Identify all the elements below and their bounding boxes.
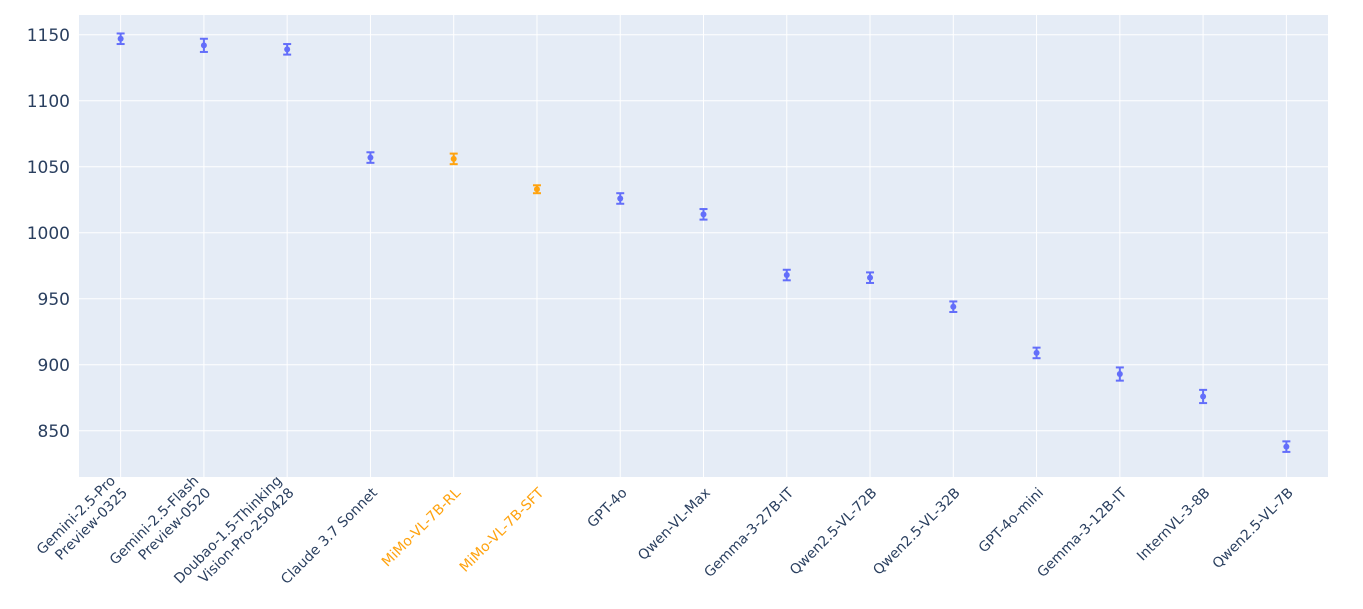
data-point-group [782, 268, 791, 282]
x-tick-label-line: InternVL-3-8B [1134, 485, 1213, 564]
x-tick-label: Gemma-3-27B-IT [701, 485, 797, 581]
data-point-group [616, 192, 625, 205]
data-point-group [699, 208, 708, 221]
data-point-group [532, 184, 541, 195]
x-axis-ticks: Gemini-2.5-ProPreview-0325Gemini-2.5-Fla… [34, 473, 1297, 588]
y-tick-label: 1100 [27, 92, 70, 112]
data-point-group [283, 43, 292, 56]
data-point [1033, 349, 1040, 356]
y-tick-label: 850 [38, 422, 70, 442]
x-tick-label-line: Qwen2.5-VL-32B [870, 485, 963, 578]
data-point [1200, 393, 1207, 400]
y-tick-label: 950 [38, 290, 70, 310]
data-point [533, 186, 540, 193]
data-point-group [116, 32, 125, 46]
data-point-group [199, 37, 208, 53]
x-tick-label: Qwen2.5-VL-32B [870, 485, 963, 578]
data-point [1283, 443, 1290, 450]
data-point [200, 42, 207, 49]
data-point-group [366, 151, 375, 164]
x-tick-label-line: GPT-4o [585, 485, 631, 531]
y-tick-label: 1050 [27, 158, 70, 178]
x-tick-label: Gemma-3-12B-IT [1034, 485, 1130, 581]
data-point-group [1115, 366, 1124, 382]
data-point-group [1199, 388, 1208, 405]
x-tick-label-line: Gemma-3-27B-IT [701, 485, 797, 581]
data-point [783, 272, 790, 279]
data-point [700, 211, 707, 218]
x-tick-label-line: Gemma-3-12B-IT [1034, 485, 1130, 581]
data-point [617, 195, 624, 202]
x-tick-label-line: GPT-4o-mini [976, 485, 1047, 556]
x-tick-label: GPT-4o-mini [976, 485, 1047, 556]
x-tick-label-line: Qwen2.5-VL-7B [1210, 485, 1297, 572]
data-point [117, 35, 124, 42]
x-tick-label-line: Qwen-VL-Max [635, 485, 714, 564]
y-tick-label: 900 [38, 356, 70, 376]
data-point-group [949, 300, 958, 313]
data-point-group [449, 152, 458, 166]
x-tick-label: Qwen2.5-VL-72B [787, 485, 880, 578]
data-point-group [1032, 346, 1041, 360]
data-point-group [866, 271, 875, 284]
data-point [950, 303, 957, 310]
data-point [1116, 371, 1123, 378]
x-tick-label: GPT-4o [585, 485, 631, 531]
y-axis-ticks: 850 900 950 1000 1050 1100 1150 [27, 26, 70, 442]
data-point [284, 46, 291, 53]
y-tick-label: 1000 [27, 224, 70, 244]
x-tick-label: InternVL-3-8B [1134, 485, 1213, 564]
data-point [367, 154, 374, 161]
data-point [867, 274, 874, 281]
x-tick-label: MiMo-VL-7B-SFT [457, 485, 548, 576]
data-point [450, 155, 457, 162]
y-tick-label: 1150 [27, 26, 70, 46]
x-tick-label-line: MiMo-VL-7B-SFT [457, 485, 548, 576]
x-tick-label: MiMo-VL-7B-RL [379, 485, 464, 570]
x-tick-label-line: Qwen2.5-VL-72B [787, 485, 880, 578]
data-point-group [1282, 440, 1291, 453]
x-tick-label: Qwen-VL-Max [635, 485, 714, 564]
x-tick-label-line: MiMo-VL-7B-RL [379, 485, 464, 570]
x-tick-label: Qwen2.5-VL-7B [1210, 485, 1297, 572]
grid-layer [79, 15, 1328, 477]
data-points [116, 32, 1291, 453]
